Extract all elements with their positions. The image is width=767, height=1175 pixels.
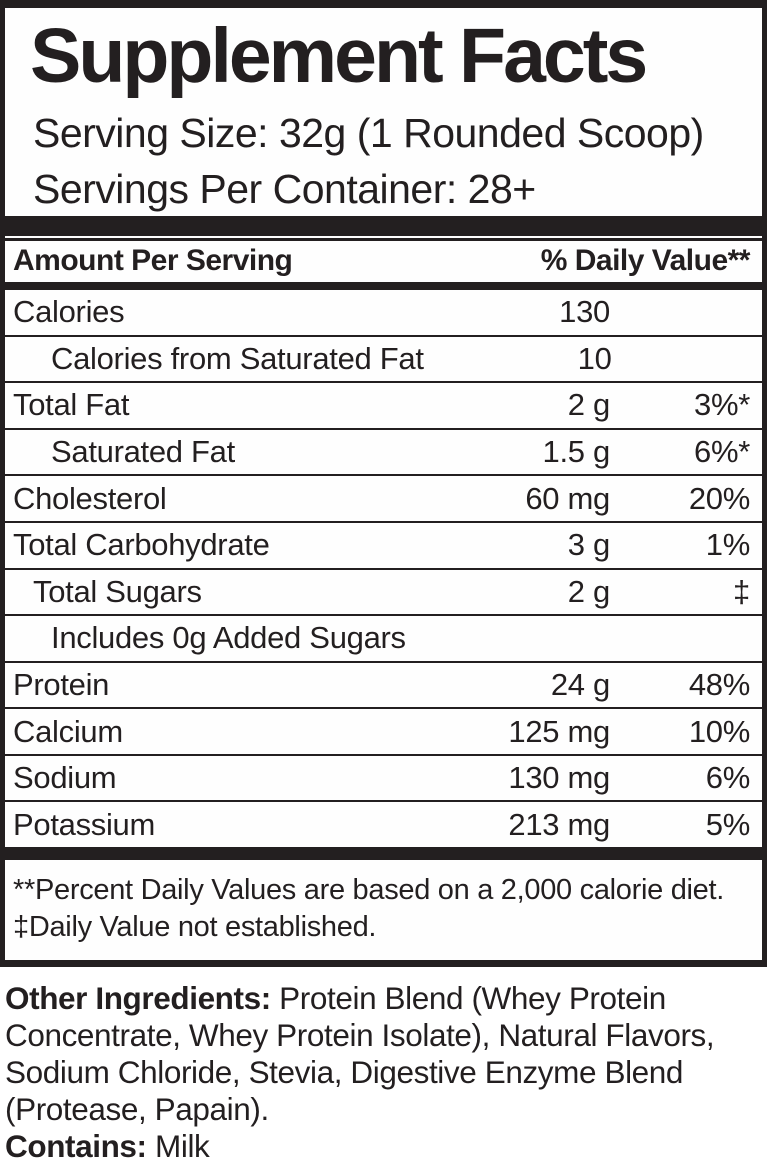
thick-rule-bottom [5, 847, 762, 861]
nutrient-amount: 2 g [567, 573, 611, 609]
medium-rule [5, 281, 762, 290]
row-divider [5, 427, 762, 430]
amount-per-serving-header: Amount Per Serving [13, 244, 293, 278]
table-row-cholesterol: Cholesterol 60 mg 20% [5, 476, 762, 521]
footnote-dagger: ‡Daily Value not established. [13, 910, 377, 943]
thick-rule-top [5, 215, 762, 241]
nutrient-amount: 24 g [550, 666, 610, 702]
nutrient-name: Protein [13, 666, 110, 702]
row-divider [5, 567, 762, 570]
nutrient-dv: 3%* [694, 387, 750, 423]
row-divider [5, 800, 762, 803]
nutrient-name: Potassium [13, 806, 156, 842]
table-row-potassium: Potassium 213 mg 5% [5, 802, 762, 847]
row-divider [5, 474, 762, 477]
daily-value-header: % Daily Value** [540, 244, 751, 278]
contains-line: Contains: Milk [5, 1128, 763, 1165]
row-divider [5, 753, 762, 756]
other-ingredients: Other Ingredients: Protein Blend (Whey P… [5, 980, 763, 1128]
nutrient-name: Calories [13, 294, 125, 330]
table-row-calories: Calories 130 [5, 290, 762, 335]
table-row-added-sugars: Includes 0g Added Sugars [5, 616, 762, 661]
row-divider [5, 334, 762, 337]
row-divider [5, 614, 762, 617]
table-row-total-fat: Total Fat 2 g 3%* [5, 383, 762, 428]
table-row-calcium: Calcium 125 mg 10% [5, 709, 762, 754]
nutrient-dv: 6%* [694, 434, 750, 470]
nutrient-dv: 10% [688, 713, 750, 749]
column-header-row: Amount Per Serving % Daily Value** [5, 241, 762, 282]
nutrient-name: Includes 0g Added Sugars [51, 620, 406, 656]
nutrient-name: Total Fat [13, 387, 130, 423]
table-row-saturated-fat: Saturated Fat 1.5 g 6%* [5, 430, 762, 475]
nutrient-name: Total Carbohydrate [13, 527, 270, 563]
serving-size: Serving Size: 32g (1 Rounded Scoop) [33, 110, 704, 156]
other-ingredients-text: Protein Blend (Whey Protein Concentrate,… [5, 980, 715, 1127]
nutrient-amount: 10 [577, 340, 612, 376]
nutrient-dv: 20% [688, 480, 750, 516]
nutrient-amount: 125 mg [508, 713, 610, 749]
nutrient-amount: 130 mg [508, 760, 610, 796]
nutrient-name: Calories from Saturated Fat [51, 340, 424, 376]
nutrient-amount: 2 g [567, 387, 611, 423]
row-divider [5, 660, 762, 663]
panel-title: Supplement Facts [30, 13, 648, 99]
nutrient-name: Cholesterol [13, 480, 167, 516]
table-row-protein: Protein 24 g 48% [5, 663, 762, 708]
nutrient-amount: 3 g [567, 527, 611, 563]
nutrient-dv: 6% [705, 760, 751, 796]
contains-value: Milk [146, 1128, 210, 1164]
table-row-calories-from-saturated-fat: Calories from Saturated Fat 10 [5, 337, 762, 382]
row-divider [5, 520, 762, 523]
contains-label: Contains: [5, 1128, 147, 1164]
nutrient-dv: 5% [705, 806, 751, 842]
nutrient-name: Calcium [13, 713, 123, 749]
nutrient-dv: ‡ [733, 573, 750, 609]
servings-per-container: Servings Per Container: 28+ [33, 166, 536, 213]
table-row-sodium: Sodium 130 mg 6% [5, 756, 762, 801]
footnotes: **Percent Daily Values are based on a 2,… [5, 860, 762, 945]
nutrient-name: Saturated Fat [51, 434, 235, 470]
row-divider [5, 381, 762, 384]
other-ingredients-label: Other Ingredients: [5, 980, 271, 1016]
row-divider [5, 707, 762, 710]
nutrient-dv: 48% [688, 666, 750, 702]
footnote-daily-values: **Percent Daily Values are based on a 2,… [13, 874, 725, 907]
nutrient-dv: 1% [705, 527, 751, 563]
table-row-total-carbohydrate: Total Carbohydrate 3 g 1% [5, 523, 762, 568]
nutrient-amount: 60 mg [525, 480, 610, 516]
nutrient-amount: 1.5 g [542, 434, 611, 470]
nutrient-name: Total Sugars [33, 573, 202, 609]
supplement-facts-panel: Supplement Facts Serving Size: 32g (1 Ro… [0, 0, 767, 967]
nutrient-amount: 130 [559, 294, 610, 330]
nutrient-amount: 213 mg [508, 806, 610, 842]
nutrient-name: Sodium [13, 760, 117, 796]
table-row-total-sugars: Total Sugars 2 g ‡ [5, 570, 762, 615]
